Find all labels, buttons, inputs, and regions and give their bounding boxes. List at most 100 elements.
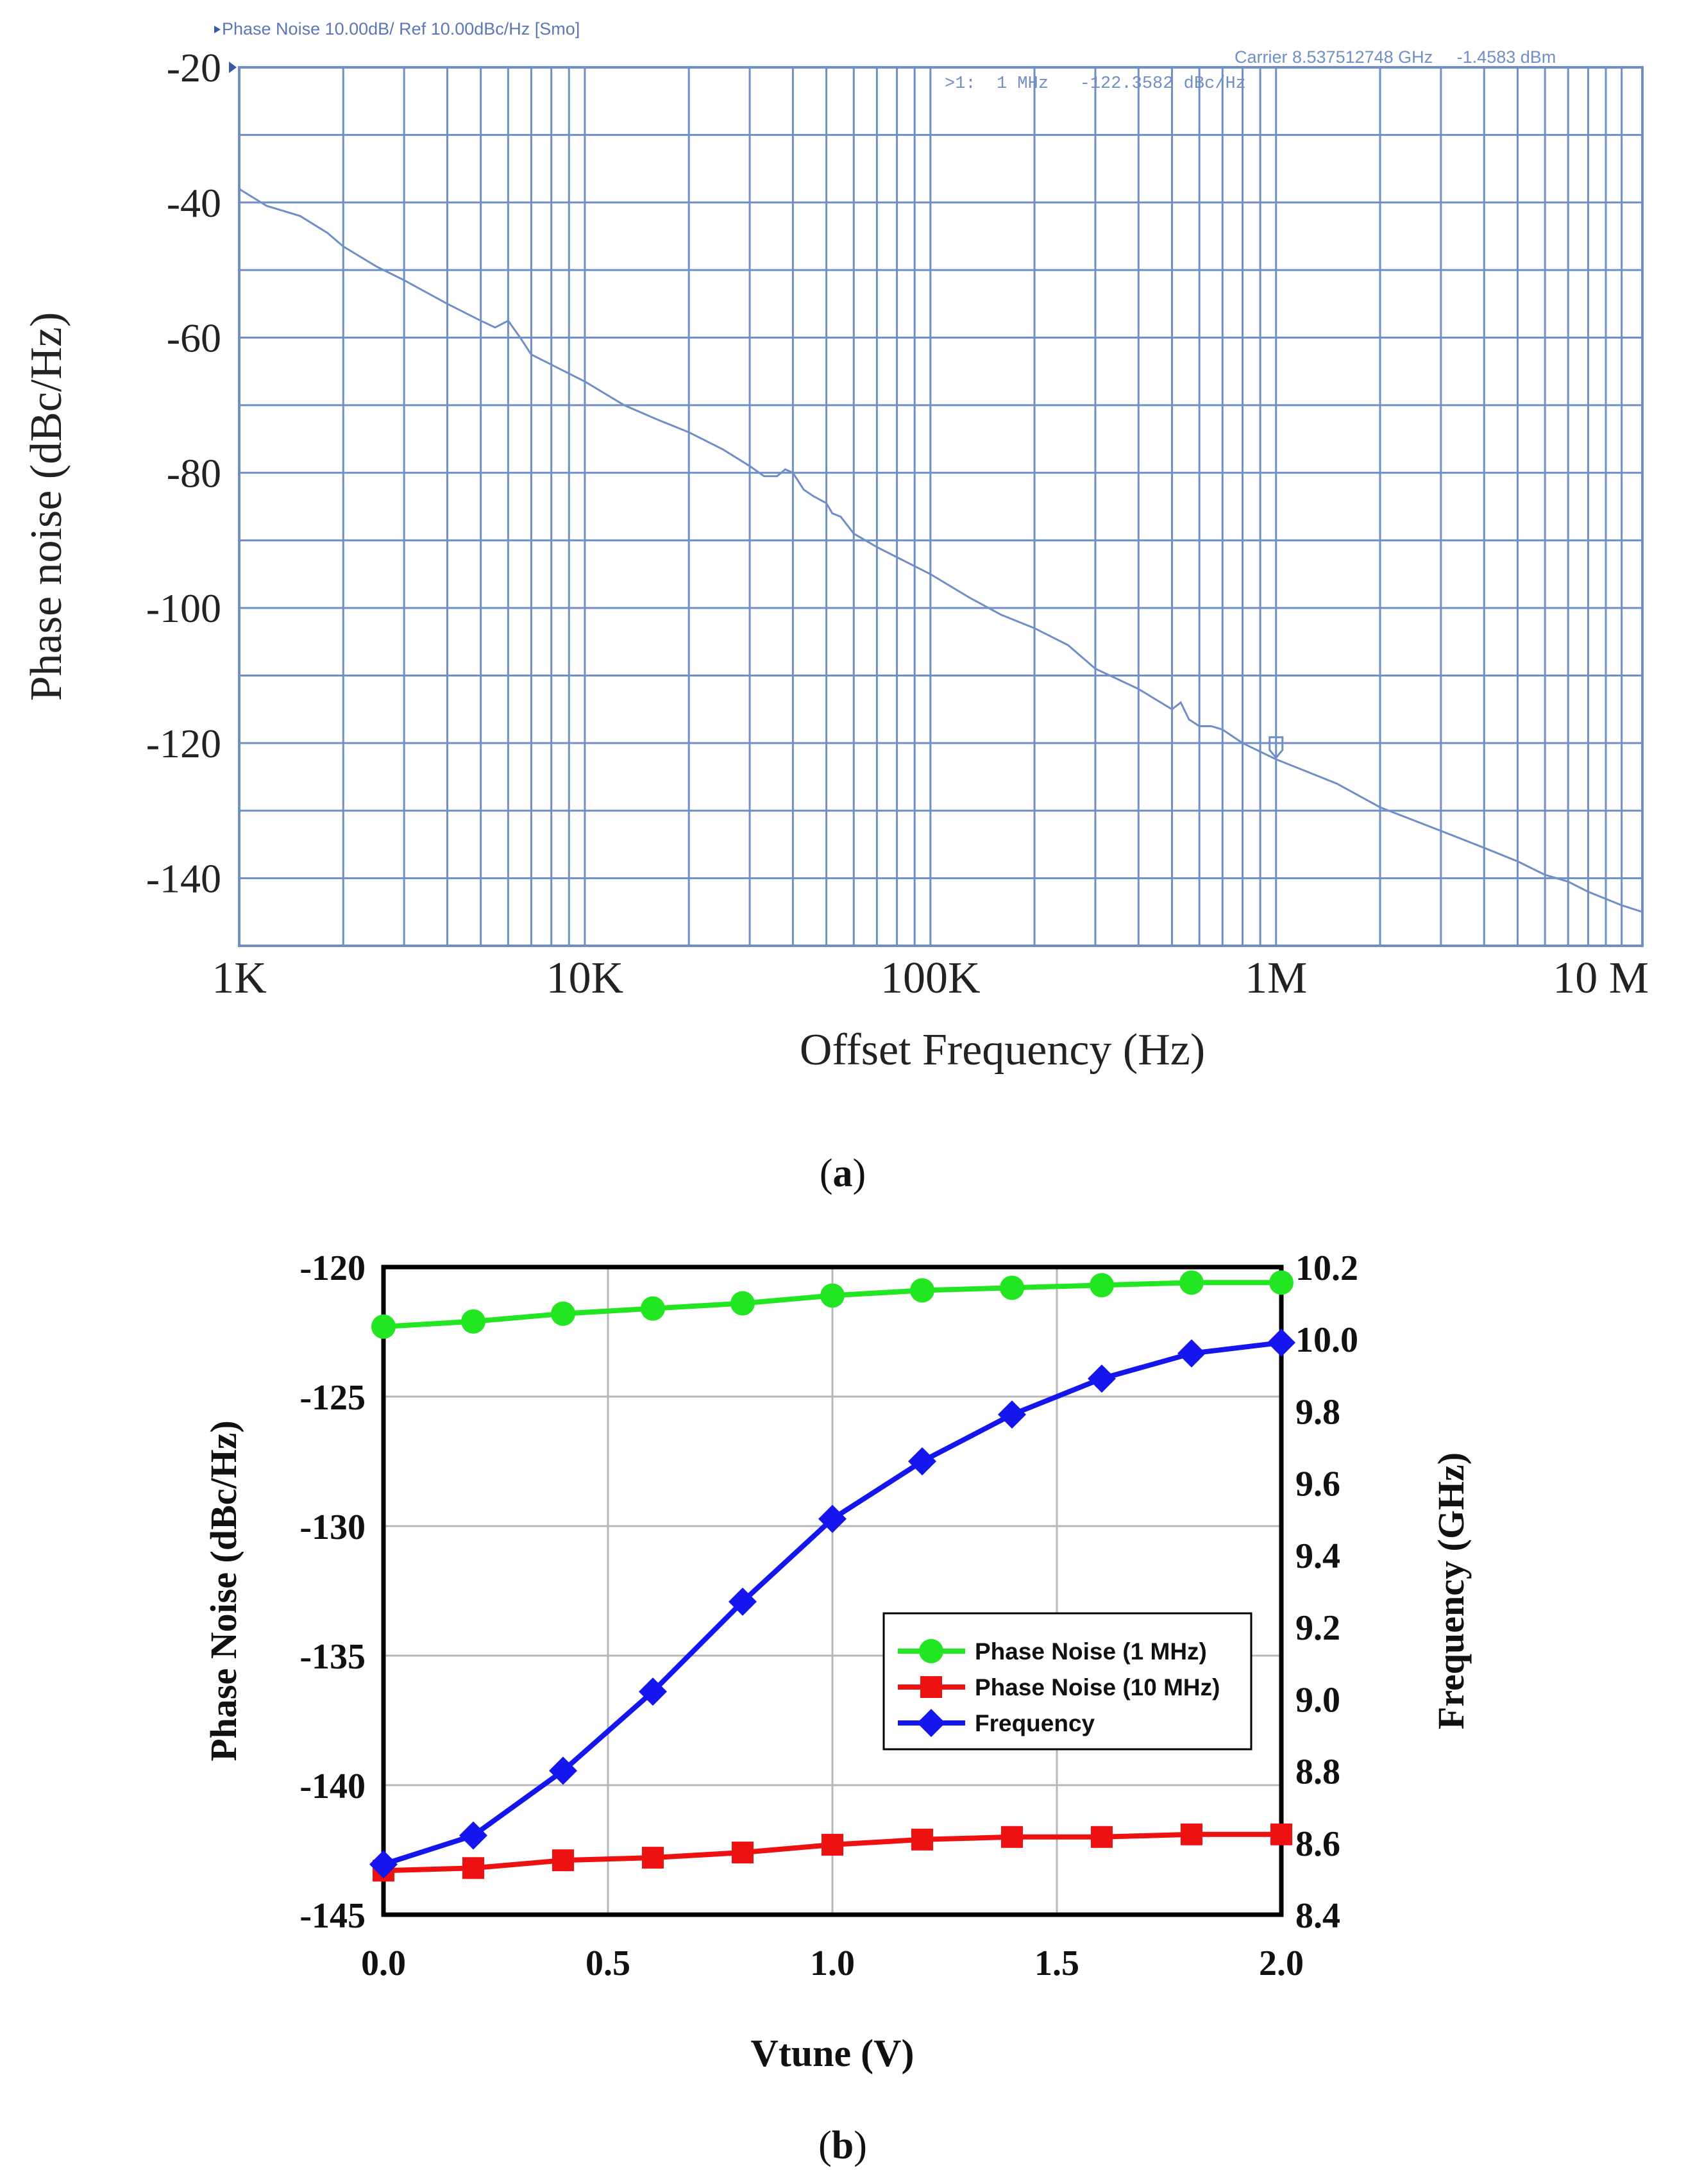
y-tick-label: -120 — [146, 721, 221, 766]
data-point-0 — [371, 1314, 396, 1339]
x-axis-title-b: Vtune (V) — [751, 2032, 915, 2074]
marker-1 — [1269, 736, 1284, 760]
data-point-0 — [910, 1278, 934, 1303]
plot-frame-b — [381, 1264, 1284, 1917]
y-tick-label: -20 — [167, 45, 221, 90]
data-point-2 — [1267, 1328, 1295, 1357]
y-tick-label: -80 — [167, 450, 221, 496]
legend-box — [882, 1612, 1252, 1751]
y-right-tick-label: 9.8 — [1295, 1392, 1340, 1432]
y-tick-label: -140 — [146, 856, 221, 902]
data-point-0 — [1090, 1273, 1114, 1298]
panel-label-b: (b) — [818, 2124, 867, 2167]
data-point-1 — [552, 1849, 574, 1872]
y-axis-title-b: Phase Noise (dBc/Hz) — [203, 1420, 244, 1761]
x-tick-label: 100K — [881, 953, 981, 1003]
vtune-sweep-chart: -120 -125 -130 -135 -140 -145 10.2 10.0 9.8 9.6 9… — [203, 1248, 1472, 2167]
x-tick-label: 1.5 — [1034, 1944, 1079, 1983]
x-tick-labels-a: 1K 10K 100K 1M 10 M — [212, 953, 1649, 1003]
data-point-2 — [639, 1677, 667, 1706]
x-axis-title-a: Offset Frequency (Hz) — [800, 1025, 1205, 1075]
y-tick-labels-b: -120 -125 -130 -135 -140 -145 — [299, 1248, 366, 1936]
y-right-tick-label: 9.4 — [1295, 1536, 1340, 1576]
carrier-text: Carrier 8.537512748 GHz -1.4583 dBm — [1235, 47, 1556, 67]
plot-area-a — [238, 66, 1644, 947]
y-tick-label: -60 — [167, 315, 221, 361]
data-point-1 — [1270, 1823, 1292, 1845]
y-right-tick-label: 9.2 — [1295, 1608, 1340, 1648]
data-point-0 — [730, 1291, 755, 1316]
series-b — [369, 1270, 1295, 1882]
x-tick-label: 0.5 — [586, 1944, 630, 1983]
legend-marker — [917, 1709, 945, 1737]
data-point-1 — [462, 1857, 484, 1879]
legend-label: Phase Noise (1 MHz) — [975, 1638, 1207, 1665]
data-point-0 — [461, 1309, 485, 1334]
x-tick-labels-b: 0.0 0.5 1.0 1.5 2.0 — [361, 1944, 1304, 1983]
y-tick-label: -100 — [146, 585, 221, 631]
header-text: Phase Noise 10.00dB/ Ref 10.00dBc/Hz [Sm… — [222, 19, 580, 38]
data-point-2 — [1177, 1339, 1206, 1368]
x-tick-label: 2.0 — [1259, 1944, 1304, 1983]
y-right-tick-label: 9.0 — [1295, 1680, 1340, 1720]
data-point-0 — [1179, 1270, 1204, 1295]
y-tick-label: -125 — [299, 1378, 366, 1418]
y-tick-label: -130 — [299, 1508, 366, 1547]
ref-level-arrow-icon — [229, 62, 237, 73]
y-right-tick-label: 10.0 — [1295, 1320, 1358, 1360]
marker-readout: >1: 1 MHz -122.3582 dBc/Hz — [945, 74, 1246, 94]
y-right-tick-label: 9.6 — [1295, 1465, 1340, 1504]
y-axis-title-a: Phase noise (dBc/Hz) — [22, 312, 71, 701]
y-tick-label: -120 — [299, 1248, 366, 1288]
data-point-2 — [549, 1756, 577, 1785]
data-point-2 — [729, 1587, 757, 1616]
phase-noise-spectrum-chart: -20 -40 -60 -80 -100 -120 -140 1K 10K 100K 1M 10 M… — [22, 19, 1649, 1195]
y-tick-label: -40 — [167, 180, 221, 226]
y-right-axis-title-b: Frequency (GHz) — [1430, 1452, 1472, 1729]
y-right-tick-label: 8.8 — [1295, 1752, 1340, 1792]
y-tick-label: -140 — [299, 1767, 366, 1806]
data-point-1 — [642, 1847, 664, 1869]
data-point-0 — [1000, 1275, 1024, 1300]
data-point-2 — [459, 1821, 487, 1850]
data-point-2 — [369, 1850, 398, 1879]
x-tick-label: 10K — [546, 953, 624, 1003]
panel-label-a: (a) — [820, 1152, 866, 1195]
data-point-1 — [822, 1833, 843, 1856]
phase-noise-trace — [239, 188, 1643, 913]
data-point-0 — [551, 1301, 575, 1326]
y-right-tick-label: 8.4 — [1295, 1896, 1340, 1936]
data-point-1 — [1001, 1826, 1023, 1848]
legend-b: Phase Noise (1 MHz) Phase Noise (10 MHz) F… — [882, 1612, 1252, 1751]
x-tick-label: 1.0 — [810, 1944, 855, 1983]
legend-marker — [919, 1639, 943, 1663]
x-tick-label: 0.0 — [361, 1944, 406, 1983]
data-point-0 — [820, 1283, 845, 1308]
legend-label: Phase Noise (10 MHz) — [975, 1674, 1220, 1701]
y-right-tick-labels-b: 10.2 10.0 9.8 9.6 9.4 9.2 9.0 8.8 8.6 8.4 — [1295, 1248, 1358, 1936]
marker-pointer-icon — [1269, 736, 1284, 760]
data-point-1 — [911, 1828, 933, 1851]
x-tick-label: 10 M — [1553, 953, 1649, 1003]
data-point-2 — [1088, 1364, 1116, 1393]
data-point-2 — [998, 1400, 1026, 1429]
y-tick-labels-a: -20 -40 -60 -80 -100 -120 -140 — [146, 45, 221, 902]
y-tick-label: -135 — [299, 1637, 366, 1677]
data-point-0 — [641, 1296, 665, 1321]
y-right-tick-label: 8.6 — [1295, 1824, 1340, 1864]
legend-label: Frequency — [975, 1710, 1095, 1736]
x-tick-label: 1K — [212, 953, 267, 1003]
data-point-2 — [908, 1447, 936, 1475]
grid-a — [238, 67, 1642, 946]
data-point-1 — [1181, 1823, 1202, 1845]
data-point-1 — [732, 1842, 754, 1864]
y-tick-label: -145 — [299, 1896, 366, 1936]
y-right-tick-label: 10.2 — [1295, 1248, 1358, 1288]
data-point-0 — [1269, 1270, 1294, 1295]
legend-marker — [920, 1676, 942, 1698]
data-point-2 — [818, 1504, 847, 1533]
data-point-1 — [1091, 1826, 1113, 1848]
play-triangle-icon — [214, 26, 221, 33]
x-tick-label: 1M — [1245, 953, 1307, 1003]
